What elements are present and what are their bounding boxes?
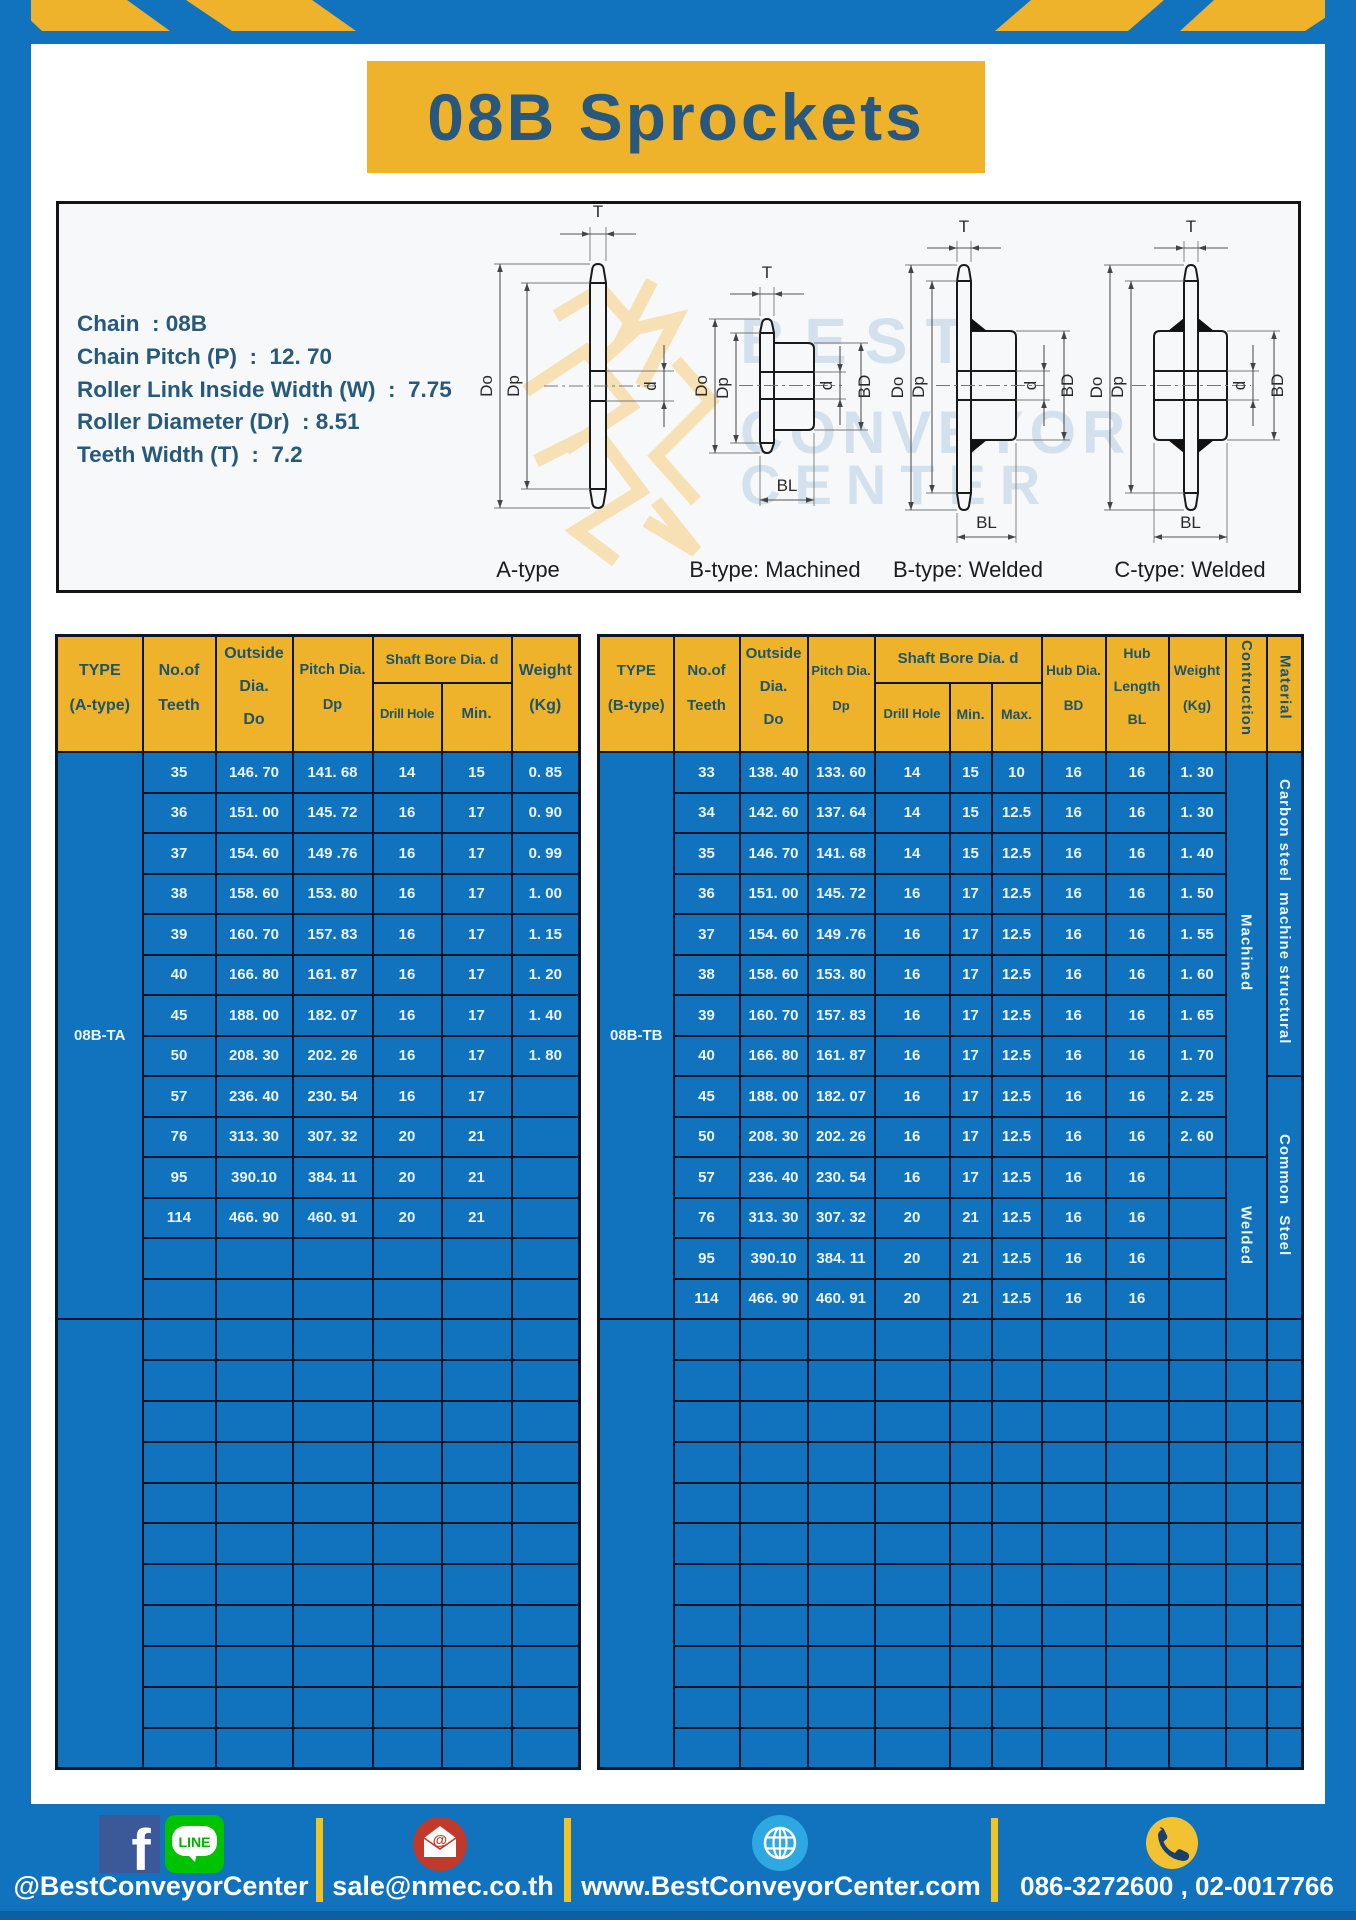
svg-text:Dp: Dp (1108, 376, 1127, 398)
svg-text:Dp: Dp (504, 375, 523, 397)
svg-text:BD: BD (855, 375, 874, 399)
svg-text:d: d (641, 381, 660, 390)
svg-text:d: d (1021, 381, 1040, 390)
svg-text:Do: Do (1087, 377, 1106, 399)
svg-text:@: @ (433, 1832, 448, 1849)
svg-text:LINE: LINE (179, 1834, 211, 1850)
svg-text:BD: BD (1268, 374, 1287, 398)
svg-text:Do: Do (888, 377, 907, 399)
svg-text:B-type: Machined: B-type: Machined (689, 557, 860, 582)
svg-text:B-type: Welded: B-type: Welded (893, 557, 1043, 582)
svg-text:T: T (959, 217, 969, 236)
svg-text:BL: BL (777, 476, 798, 495)
svg-text:CENTER: CENTER (740, 453, 1054, 516)
svg-text:Do: Do (477, 375, 496, 397)
svg-text:f: f (131, 1818, 151, 1883)
svg-text:d: d (817, 381, 836, 390)
svg-text:Do: Do (692, 375, 711, 397)
svg-text:A-type: A-type (496, 557, 560, 582)
svg-text:BL: BL (1180, 513, 1201, 532)
svg-text:C-type: Welded: C-type: Welded (1114, 557, 1265, 582)
svg-text:Dp: Dp (713, 377, 732, 399)
svg-text:Dp: Dp (909, 376, 928, 398)
svg-text:d: d (1230, 381, 1249, 390)
svg-text:T: T (593, 202, 603, 221)
svg-text:T: T (762, 263, 772, 282)
svg-text:BD: BD (1058, 374, 1077, 398)
svg-text:BL: BL (976, 513, 997, 532)
svg-text:T: T (1186, 217, 1196, 236)
